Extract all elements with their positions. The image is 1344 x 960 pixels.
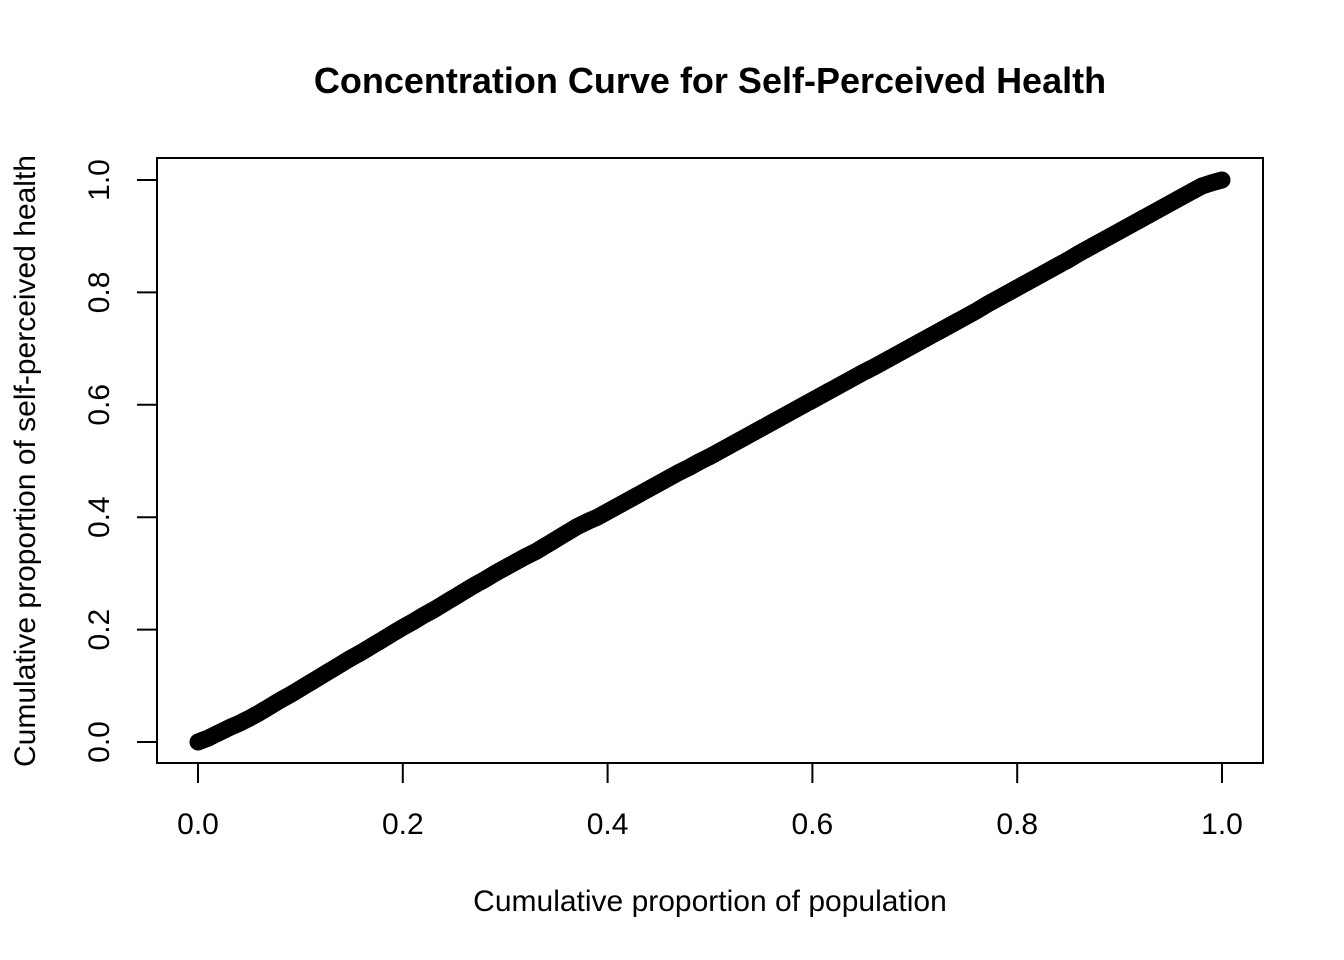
data-points bbox=[189, 171, 1231, 751]
x-tick-label: 1.0 bbox=[1201, 808, 1243, 841]
y-tick-label: 0.4 bbox=[83, 496, 116, 538]
x-axis-title: Cumulative proportion of population bbox=[473, 885, 947, 918]
y-axis: 0.0 0.2 0.4 0.6 0.8 1.0 bbox=[83, 159, 158, 763]
x-tick-label: 0.6 bbox=[792, 808, 834, 841]
y-tick-label: 0.0 bbox=[83, 721, 116, 763]
x-tick-label: 0.2 bbox=[382, 808, 424, 841]
chart-title: Concentration Curve for Self-Perceived H… bbox=[314, 60, 1106, 101]
data-point bbox=[1213, 171, 1231, 189]
x-tick-label: 0.0 bbox=[177, 808, 219, 841]
x-axis: 0.0 0.2 0.4 0.6 0.8 1.0 bbox=[177, 762, 1243, 841]
y-tick-label: 0.8 bbox=[83, 272, 116, 314]
x-tick-label: 0.4 bbox=[587, 808, 629, 841]
x-tick-label: 0.8 bbox=[996, 808, 1038, 841]
y-tick-label: 0.6 bbox=[83, 384, 116, 426]
y-tick-label: 1.0 bbox=[83, 159, 116, 201]
y-axis-title: Cumulative proportion of self-perceived … bbox=[9, 155, 42, 767]
y-tick-label: 0.2 bbox=[83, 609, 116, 651]
